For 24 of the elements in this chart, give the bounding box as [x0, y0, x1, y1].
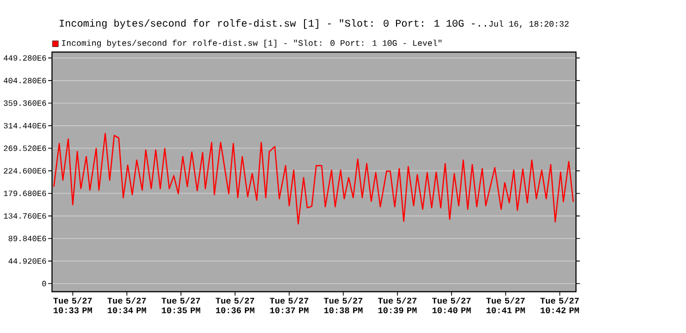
- y-tick-label: 404.280E6: [4, 78, 46, 84]
- x-tick-label: Tue 5/27 10:36 PM: [216, 297, 254, 314]
- x-tick-label: Tue 5/27 10:35 PM: [162, 297, 200, 314]
- y-tick-label: 0: [42, 280, 46, 286]
- x-tick-label: Tue 5/27 10:38 PM: [324, 297, 363, 314]
- x-tick-label: Tue 5/27 10:39 PM: [378, 297, 417, 314]
- x-tick-label: Tue 5/27 10:33 PM: [53, 297, 92, 314]
- x-tick-label: Tue 5/27 10:42 PM: [540, 297, 579, 314]
- y-tick-label: 314.440E6: [4, 122, 46, 128]
- x-tick-label: Tue 5/27 10:34 PM: [107, 297, 146, 314]
- chart-title: Incoming bytes/second for rolfe-dist.sw [1] - "Slot: 0 Port: 1 10G -..: [60, 19, 486, 29]
- y-tick-label: 179.680E6: [4, 190, 46, 196]
- y-tick-label: 44.920E6: [8, 258, 46, 264]
- y-tick-label: 449.280E6: [4, 55, 46, 61]
- chart-subtitle: Jul 16, 18:20:32: [489, 20, 569, 28]
- legend-label: Incoming bytes/second for rolfe-dist.sw [1] - "Slot: 0 Port: 1 10G - Level": [62, 40, 442, 48]
- y-tick-label: 89.840E6: [8, 236, 46, 242]
- x-tick-label: Tue 5/27 10:41 PM: [486, 297, 525, 314]
- y-tick-label: 269.520E6: [4, 146, 46, 151]
- y-tick-label: 359.360E6: [4, 100, 46, 106]
- x-tick-label: Tue 5/27 10:40 PM: [432, 297, 471, 314]
- y-tick-label: 224.600E6: [4, 168, 46, 174]
- y-tick-label: 134.760E6: [4, 213, 46, 219]
- x-tick-label: Tue 5/27 10:37 PM: [270, 297, 308, 314]
